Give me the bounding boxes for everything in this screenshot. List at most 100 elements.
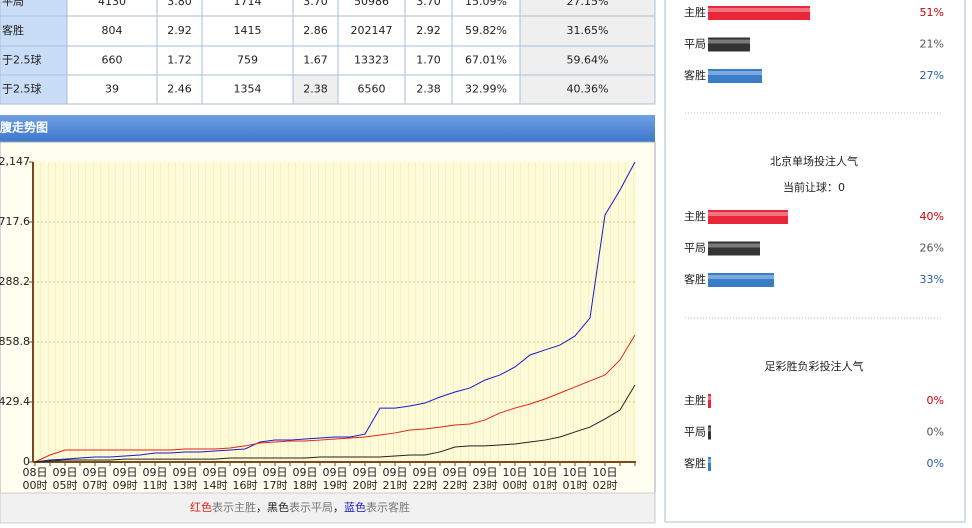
table-cell	[0, 74, 68, 105]
x-tick-label: 09时	[113, 479, 138, 492]
cell-text: 6560	[358, 83, 386, 96]
cell-text: 40.36%	[567, 83, 609, 96]
legend-separator: ，	[256, 501, 267, 514]
bar-value: 0%	[927, 394, 944, 407]
section-header	[0, 115, 655, 142]
x-tick-label: 00时	[23, 479, 48, 492]
cell-text: 67.01%	[465, 54, 507, 67]
cell-text: 13323	[354, 54, 389, 67]
table-cell	[451, 15, 521, 47]
x-tick-label: 10日	[533, 466, 558, 479]
legend-bar	[0, 492, 656, 524]
legend-swatch-word: 黑色	[267, 500, 289, 514]
x-tick-label: 09日	[263, 466, 288, 479]
y-tick-label: 2,147	[0, 155, 30, 168]
cell-text: 1415	[234, 24, 262, 37]
series-line	[34, 384, 636, 463]
y-tick-label: 0	[23, 455, 30, 468]
x-tick-label: 08日	[23, 466, 48, 479]
cell-text: 2.86	[303, 24, 328, 37]
x-tick-label: 22时	[443, 479, 468, 492]
bar-label: 主胜	[684, 209, 706, 223]
table-cell	[201, 74, 294, 105]
bar-label: 平局	[684, 242, 706, 255]
x-tick-label: 16时	[233, 479, 258, 492]
x-tick-label: 14时	[203, 479, 228, 492]
x-tick-label: 09日	[293, 466, 318, 479]
cell-text: 759	[237, 54, 258, 67]
legend-text: 表示主胜	[212, 500, 256, 514]
x-tick-label: 07时	[83, 479, 108, 492]
cell-text: 804	[102, 24, 123, 37]
x-tick-label: 18时	[293, 479, 318, 492]
bar	[708, 273, 774, 287]
cell-text: 59.64%	[567, 54, 609, 67]
bar-label: 客胜	[684, 456, 706, 470]
cell-text: 32.99%	[465, 83, 507, 96]
cell-text: 660	[102, 54, 123, 67]
x-tick-label: 02时	[593, 479, 618, 492]
y-tick-label: 429.4	[0, 395, 30, 408]
bar	[708, 69, 762, 83]
x-tick-label: 09日	[443, 466, 468, 479]
cell-text: 31.65%	[567, 24, 609, 37]
x-tick-label: 19时	[323, 479, 348, 492]
x-tick-label: 10日	[503, 466, 528, 479]
series-line	[34, 334, 636, 463]
x-tick-label: 09日	[173, 466, 198, 479]
x-tick-label: 21时	[383, 479, 408, 492]
bar-gloss	[708, 71, 762, 75]
x-tick-label: 09日	[383, 466, 408, 479]
cell-text: 1354	[234, 83, 262, 96]
x-tick-label: 22时	[413, 479, 438, 492]
row-label: 平局	[2, 0, 24, 8]
x-tick-label: 11时	[143, 479, 168, 492]
table-cell	[292, 15, 339, 47]
side-panel	[664, 0, 966, 523]
legend-swatch-word: 红色	[190, 500, 212, 514]
bar	[708, 457, 711, 471]
cell-text: 1.70	[416, 54, 441, 67]
x-tick-label: 13时	[173, 479, 198, 492]
bar	[708, 241, 760, 256]
cell-text: 1714	[234, 0, 262, 8]
x-tick-label: 20时	[353, 479, 378, 492]
bar-gloss	[708, 243, 760, 248]
bar-gloss	[708, 427, 711, 432]
bar-gloss	[708, 275, 774, 279]
bar-value: 51%	[920, 6, 944, 19]
bar-value: 21%	[920, 38, 944, 51]
bar-label: 平局	[684, 38, 706, 51]
cell-text: 3.70	[303, 0, 328, 8]
cell-text: 2.46	[167, 83, 192, 96]
table-cell	[66, 74, 158, 105]
bar	[708, 37, 750, 52]
section-title: 腹走势图	[0, 120, 48, 135]
x-tick-label: 09日	[353, 466, 378, 479]
table-cell	[66, 45, 158, 76]
row-label: 于2.5球	[2, 53, 42, 67]
table-cell	[519, 45, 656, 76]
table-cell	[156, 15, 203, 47]
x-tick-label: 23时	[473, 479, 498, 492]
table-cell	[451, 45, 521, 76]
bar	[708, 6, 810, 20]
bar-value: 0%	[927, 457, 944, 470]
y-tick-label: 1288.2	[0, 275, 30, 288]
row-label: 于2.5球	[2, 82, 42, 96]
table-cell	[519, 15, 656, 47]
cell-text: 50986	[354, 0, 389, 8]
bar-value: 33%	[920, 273, 944, 286]
bar-value: 40%	[920, 210, 944, 223]
x-tick-label: 17时	[263, 479, 288, 492]
cell-text: 59.82%	[465, 24, 507, 37]
bar	[708, 394, 711, 408]
table-cell	[451, 74, 521, 105]
x-tick-label: 05时	[53, 479, 78, 492]
bar-gloss	[708, 459, 711, 463]
bar-value: 0%	[927, 426, 944, 439]
bar-label: 客胜	[684, 272, 706, 286]
table-cell	[519, 74, 656, 105]
